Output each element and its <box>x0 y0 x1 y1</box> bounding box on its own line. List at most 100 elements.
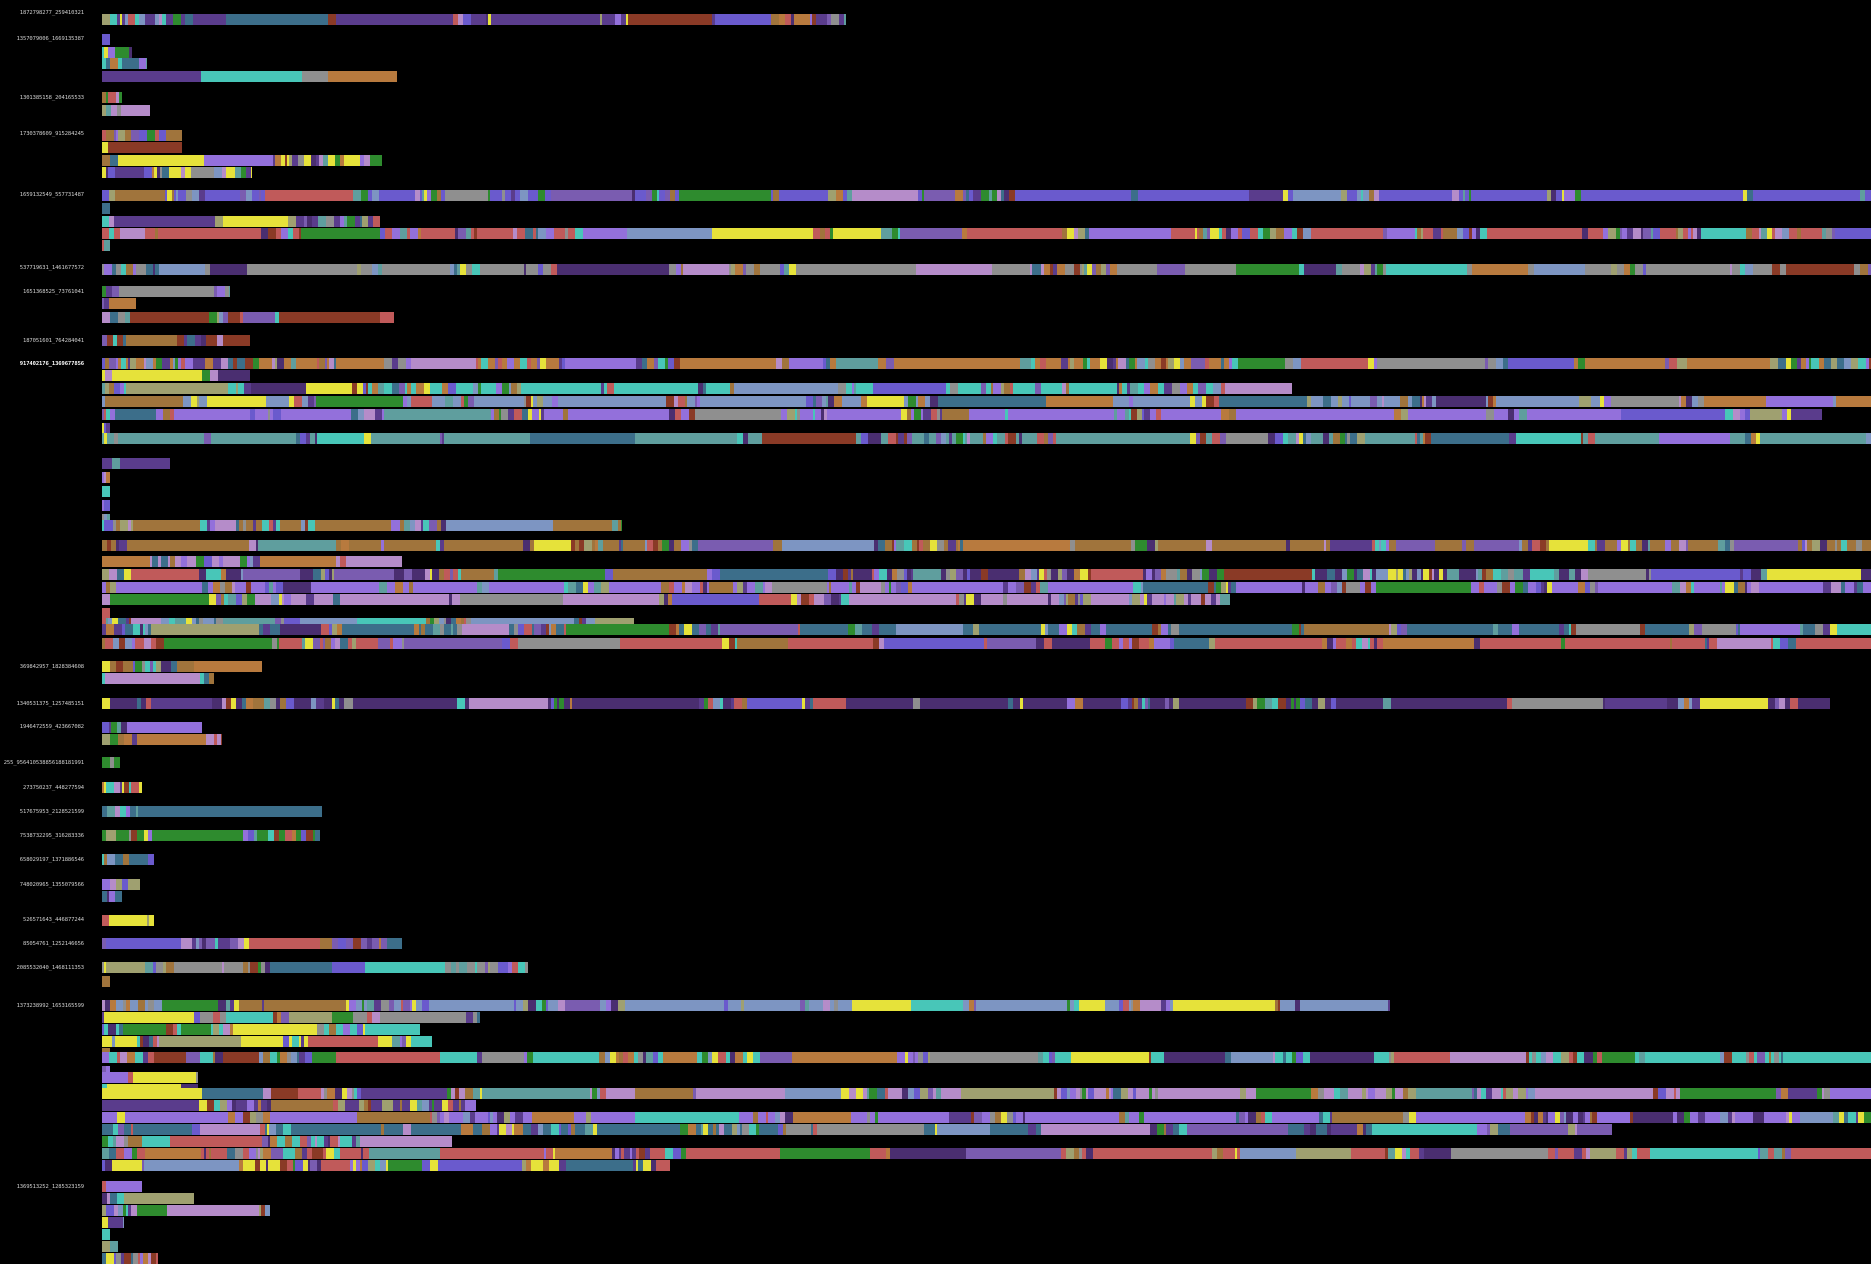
trace-segment <box>116 830 123 841</box>
trace-segment <box>1749 1052 1754 1063</box>
trace-segment <box>116 358 118 369</box>
trace-segment <box>1351 190 1357 201</box>
trace-segment <box>214 1100 220 1111</box>
trace-segment <box>855 624 862 635</box>
trace-segment <box>1814 228 1822 239</box>
trace-segment <box>324 698 332 709</box>
trace-segment <box>246 698 253 709</box>
trace-segment <box>515 540 519 551</box>
trace-segment <box>849 1088 851 1099</box>
trace-segment <box>273 409 281 420</box>
trace-segment <box>126 264 133 275</box>
trace-segment <box>828 190 836 201</box>
trace-segment <box>1090 638 1095 649</box>
trace-segment <box>1498 1124 1506 1135</box>
trace-segment <box>1585 582 1590 593</box>
trace-segment <box>329 1024 336 1035</box>
trace-segment <box>1581 264 1585 275</box>
trace-segment <box>340 638 348 649</box>
trace-segment <box>145 962 153 973</box>
trace-bar <box>102 879 140 890</box>
trace-segment <box>764 264 772 275</box>
trace-segment <box>290 638 294 649</box>
trace-segment <box>938 396 1046 407</box>
trace-segment <box>1363 190 1369 201</box>
trace-segment <box>120 228 145 239</box>
trace-segment <box>265 582 269 593</box>
trace-segment <box>253 698 261 709</box>
trace-segment <box>444 618 446 629</box>
trace-segment <box>404 638 502 649</box>
trace-segment <box>1585 1112 1590 1123</box>
trace-segment <box>1149 1052 1151 1063</box>
trace-segment <box>946 433 949 444</box>
trace-segment <box>245 358 253 369</box>
trace-segment <box>132 540 238 551</box>
trace-segment <box>136 806 138 817</box>
trace-segment <box>1031 569 1037 580</box>
trace-segment <box>546 1148 553 1159</box>
trace-segment <box>240 312 243 323</box>
trace-segment <box>560 264 665 275</box>
trace-segment <box>102 722 109 733</box>
trace-segment <box>843 190 847 201</box>
trace-segment <box>110 14 117 25</box>
trace-segment <box>277 1052 280 1063</box>
trace-segment <box>131 58 139 69</box>
trace-segment <box>930 540 937 551</box>
trace-segment <box>137 830 141 841</box>
trace-segment <box>1673 1112 1677 1123</box>
trace-segment <box>1683 228 1688 239</box>
trace-segment <box>315 830 320 841</box>
trace-segment <box>559 1160 566 1171</box>
trace-segment <box>1231 1052 1273 1063</box>
trace-segment <box>148 1000 154 1011</box>
trace-segment <box>260 1148 263 1159</box>
trace-segment <box>164 638 272 649</box>
trace-segment <box>575 540 579 551</box>
trace-segment <box>1346 582 1353 593</box>
trace-segment <box>1253 698 1257 709</box>
trace-segment <box>773 190 779 201</box>
trace-segment <box>1312 1112 1319 1123</box>
trace-segment <box>941 569 946 580</box>
trace-segment <box>585 1124 593 1135</box>
trace-segment <box>760 264 764 275</box>
trace-segment <box>260 1160 266 1171</box>
trace-segment <box>361 190 368 201</box>
trace-segment <box>1036 582 1040 593</box>
trace-segment <box>1164 594 1166 605</box>
trace-segment <box>1138 383 1144 394</box>
trace-segment <box>384 409 491 420</box>
trace-segment <box>175 618 178 629</box>
trace-bar <box>102 167 252 178</box>
trace-segment <box>972 383 978 394</box>
trace-segment <box>106 105 111 116</box>
trace-segment <box>222 167 226 178</box>
trace-segment <box>920 698 1008 709</box>
trace-segment <box>533 383 588 394</box>
trace-segment <box>990 1124 1028 1135</box>
trace-segment <box>371 1100 376 1111</box>
trace-segment <box>558 1000 565 1011</box>
trace-segment <box>1581 190 1659 201</box>
trace-segment <box>317 1136 324 1147</box>
trace-segment <box>200 520 207 531</box>
trace-segment <box>1415 433 1417 444</box>
trace-segment <box>1388 409 1394 420</box>
trace-segment <box>1144 409 1150 420</box>
trace-segment <box>336 556 340 567</box>
trace-segment <box>411 396 432 407</box>
trace-segment <box>404 520 410 531</box>
trace-segment <box>1751 569 1757 580</box>
trace-segment <box>1050 264 1053 275</box>
trace-segment <box>879 569 887 580</box>
trace-segment <box>1168 594 1174 605</box>
trace-segment <box>1457 540 1462 551</box>
trace-segment <box>1131 540 1135 551</box>
trace-segment <box>157 167 160 178</box>
trace-segment <box>331 638 335 649</box>
trace-segment <box>108 976 110 987</box>
trace-segment <box>105 358 109 369</box>
trace-segment <box>400 569 404 580</box>
